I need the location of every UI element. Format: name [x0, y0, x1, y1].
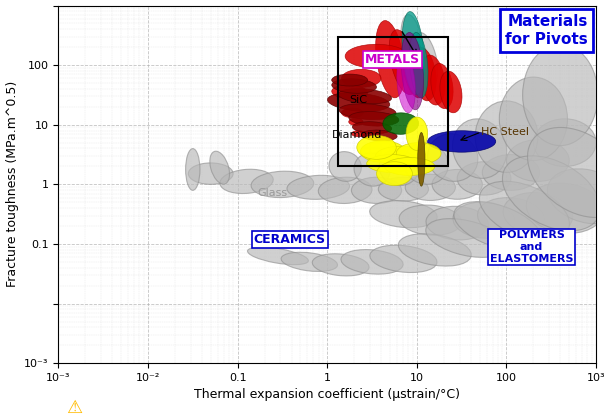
Ellipse shape — [522, 44, 598, 146]
Ellipse shape — [349, 118, 363, 125]
Text: METALS: METALS — [365, 53, 420, 66]
Ellipse shape — [453, 119, 507, 178]
X-axis label: Thermal expansion coefficient (μstrain/°C): Thermal expansion coefficient (μstrain/°… — [194, 388, 460, 401]
Ellipse shape — [399, 205, 461, 235]
Ellipse shape — [409, 32, 428, 98]
Ellipse shape — [186, 149, 200, 190]
Ellipse shape — [418, 132, 425, 186]
Ellipse shape — [503, 192, 573, 236]
Ellipse shape — [342, 108, 363, 118]
Ellipse shape — [527, 127, 611, 217]
Ellipse shape — [345, 44, 408, 68]
Ellipse shape — [406, 117, 428, 150]
Ellipse shape — [251, 171, 313, 197]
Ellipse shape — [526, 183, 603, 233]
Ellipse shape — [421, 55, 445, 105]
Ellipse shape — [507, 140, 569, 181]
Text: Materials
for Pivots: Materials for Pivots — [505, 15, 588, 47]
Ellipse shape — [353, 122, 392, 134]
Ellipse shape — [376, 162, 412, 186]
Text: ⚠: ⚠ — [67, 399, 82, 417]
Ellipse shape — [312, 254, 369, 276]
Text: CERAMICS: CERAMICS — [254, 233, 326, 246]
Ellipse shape — [338, 89, 392, 103]
Ellipse shape — [383, 113, 419, 134]
Ellipse shape — [351, 177, 401, 204]
Ellipse shape — [367, 155, 417, 173]
Ellipse shape — [401, 15, 424, 80]
Text: SiC: SiC — [349, 95, 368, 105]
Ellipse shape — [329, 152, 361, 181]
Ellipse shape — [499, 77, 568, 160]
Ellipse shape — [376, 21, 404, 98]
Ellipse shape — [431, 63, 453, 109]
Ellipse shape — [370, 245, 437, 272]
Ellipse shape — [287, 175, 349, 199]
Ellipse shape — [482, 155, 540, 190]
Ellipse shape — [480, 181, 569, 241]
Ellipse shape — [397, 53, 415, 113]
Ellipse shape — [360, 141, 405, 162]
Ellipse shape — [378, 177, 428, 201]
Ellipse shape — [332, 85, 368, 99]
Ellipse shape — [349, 111, 399, 126]
Text: Diamond: Diamond — [332, 130, 382, 140]
Ellipse shape — [426, 206, 488, 240]
Ellipse shape — [357, 135, 397, 159]
Ellipse shape — [342, 69, 381, 87]
Ellipse shape — [384, 158, 435, 176]
Ellipse shape — [397, 142, 441, 164]
Ellipse shape — [341, 250, 403, 274]
Ellipse shape — [547, 169, 611, 224]
Ellipse shape — [281, 252, 337, 272]
Ellipse shape — [405, 174, 455, 200]
Ellipse shape — [412, 47, 436, 101]
Ellipse shape — [389, 30, 417, 95]
Ellipse shape — [453, 202, 515, 238]
Ellipse shape — [351, 131, 366, 137]
Ellipse shape — [379, 150, 419, 186]
Ellipse shape — [502, 156, 600, 231]
Ellipse shape — [414, 33, 438, 86]
Ellipse shape — [428, 131, 496, 152]
Ellipse shape — [440, 71, 462, 113]
Text: HC Steel: HC Steel — [481, 127, 529, 137]
Ellipse shape — [426, 219, 507, 257]
Ellipse shape — [403, 39, 427, 98]
Ellipse shape — [402, 12, 425, 95]
Ellipse shape — [475, 101, 538, 173]
Text: POLYMERS
and
ELASTOMERS: POLYMERS and ELASTOMERS — [490, 230, 573, 264]
Ellipse shape — [401, 32, 423, 110]
Ellipse shape — [403, 143, 448, 184]
Ellipse shape — [332, 79, 376, 93]
Ellipse shape — [454, 202, 541, 251]
Ellipse shape — [533, 119, 596, 166]
Ellipse shape — [428, 134, 478, 181]
Ellipse shape — [376, 146, 426, 165]
Ellipse shape — [398, 234, 471, 266]
Ellipse shape — [457, 162, 511, 195]
Text: Glass: Glass — [257, 188, 287, 198]
Ellipse shape — [370, 201, 437, 228]
Ellipse shape — [220, 169, 273, 194]
Ellipse shape — [247, 247, 309, 265]
Ellipse shape — [478, 198, 544, 237]
Ellipse shape — [339, 103, 396, 119]
Ellipse shape — [432, 169, 482, 199]
Ellipse shape — [332, 74, 368, 86]
Ellipse shape — [327, 93, 390, 111]
Ellipse shape — [188, 163, 233, 184]
Ellipse shape — [210, 151, 230, 184]
Ellipse shape — [318, 177, 372, 204]
Y-axis label: Fracture toughness (MPa.m^0.5): Fracture toughness (MPa.m^0.5) — [5, 81, 18, 287]
Ellipse shape — [361, 130, 397, 141]
Ellipse shape — [354, 153, 390, 186]
